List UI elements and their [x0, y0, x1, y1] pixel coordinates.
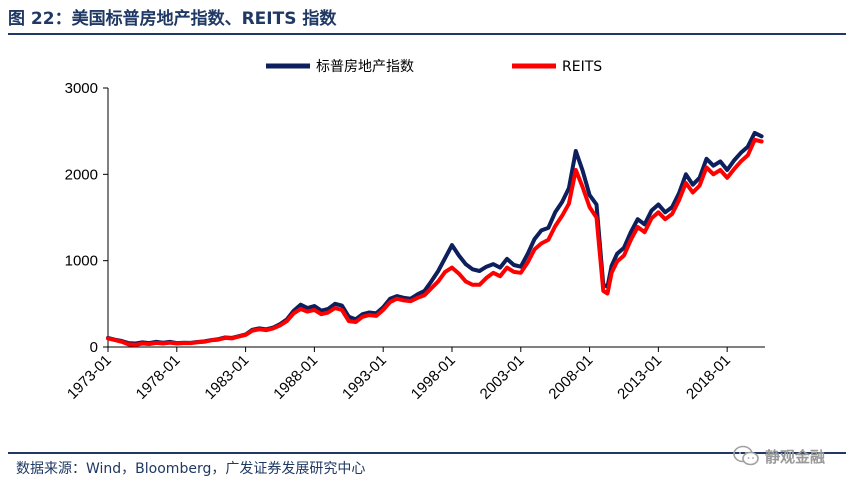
x-tick-label: 1973-01	[64, 352, 115, 403]
x-tick-label: 1983-01	[201, 352, 252, 403]
y-tick-label: 0	[90, 339, 98, 356]
y-tick-label: 2000	[65, 166, 98, 183]
footer-rule	[8, 452, 846, 454]
series-line-sp-real-estate	[106, 130, 764, 346]
x-tick-label: 1998-01	[408, 352, 459, 403]
x-tick-label: 2003-01	[477, 352, 528, 403]
plot-area	[106, 130, 764, 347]
y-tick-label: 3000	[65, 80, 98, 97]
axes	[103, 87, 765, 352]
x-tick-label: 1988-01	[270, 352, 321, 403]
source-note: 数据来源：Wind，Bloomberg，广发证券发展研究中心	[16, 461, 366, 477]
wechat-icon	[733, 445, 759, 466]
watermark-text: 静观金融	[764, 447, 825, 466]
line-chart: 标普房地产指数 REITS 0 1000 2000 3000 1973-01 1978-…	[64, 59, 765, 403]
figure-title: 图 22：美国标普房地产指数、REITS 指数	[8, 9, 337, 29]
legend-label-sp-real-estate: 标普房地产指数	[316, 59, 414, 75]
x-tick-label: 2008-01	[545, 352, 596, 403]
x-tick-label: 2018-01	[683, 352, 734, 403]
x-tick-label: 1978-01	[133, 352, 184, 403]
legend: 标普房地产指数 REITS	[266, 59, 602, 75]
x-tick-label: 2013-01	[614, 352, 665, 403]
y-tick-label: 1000	[65, 253, 98, 270]
x-tick-labels: 1973-01 1978-01 1983-01 1988-01 1993-01 1998-…	[64, 352, 734, 403]
x-tick-label: 1993-01	[339, 352, 390, 403]
title-rule	[8, 33, 846, 35]
series-line-reits	[106, 137, 764, 347]
y-tick-labels: 0 1000 2000 3000	[65, 80, 98, 356]
watermark: 静观金融	[733, 440, 825, 472]
legend-label-reits: REITS	[562, 59, 602, 75]
